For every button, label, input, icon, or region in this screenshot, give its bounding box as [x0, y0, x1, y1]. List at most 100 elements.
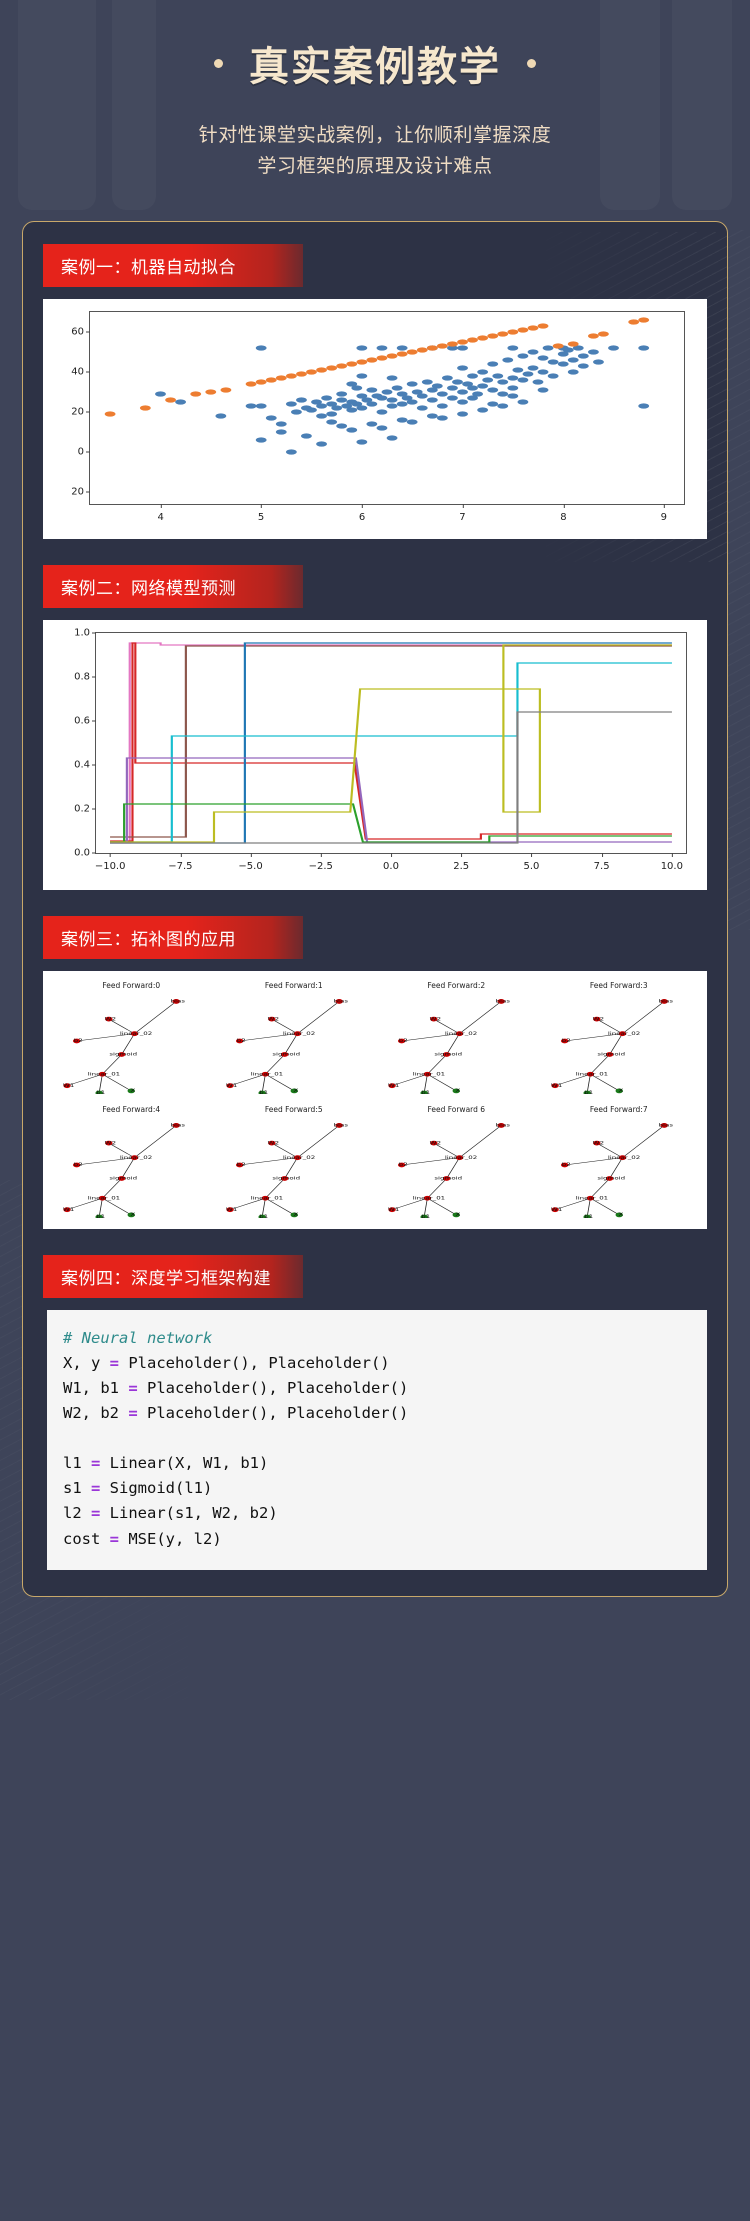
svg-text:b1: b1: [421, 1214, 430, 1218]
svg-text:X: X: [293, 1088, 298, 1093]
line-chart-figure: 1.0 0.8 0.6 0.4 0.2 0.0 −10.0 −7.5 −5.0 …: [43, 619, 707, 890]
svg-text:W2: W2: [592, 1140, 604, 1145]
x-tick: 7.5: [593, 852, 610, 872]
svg-text:sigmoid: sigmoid: [272, 1176, 300, 1181]
svg-text:b1: b1: [584, 1214, 593, 1218]
case-block-1: 案例一：机器自动拟合 60 40 20 0 20 4 5 6 7 8 9: [43, 243, 707, 539]
svg-text:W2: W2: [592, 1016, 604, 1021]
topology-panel: Feed Forward:0 bias W2 linear_02 b2 sigmoid li…: [51, 977, 212, 1099]
topology-panel-title: Feed Forward:2: [427, 980, 486, 990]
svg-text:X: X: [293, 1212, 298, 1217]
case-block-4: 案例四：深度学习框架构建 # Neural network X, y = Pla…: [43, 1254, 707, 1570]
y-tick: 0.8: [74, 671, 96, 683]
subtitle-line-1: 针对性课堂实战案例，让你顺利掌握深度: [198, 125, 552, 146]
left-dot-icon: [214, 58, 223, 68]
svg-text:linear_02: linear_02: [282, 1155, 315, 1160]
topology-graph: bias W2 linear_02 b2 sigmoid linear_01 W1 b1 X: [63, 1123, 185, 1218]
svg-text:b1: b1: [259, 1214, 268, 1218]
line-plot-area: 1.0 0.8 0.6 0.4 0.2 0.0 −10.0 −7.5 −5.0 …: [74, 627, 687, 872]
y-tick: 1.0: [74, 627, 96, 639]
svg-text:linear_01: linear_01: [88, 1071, 121, 1076]
svg-text:bias: bias: [333, 1123, 347, 1128]
topology-figure: Feed Forward:0 bias W2 linear_02 b2 sigmoid li…: [43, 970, 707, 1229]
svg-text:b2: b2: [561, 1038, 570, 1043]
svg-text:b1: b1: [96, 1090, 105, 1094]
subtitle-line-2: 学习框架的原理及设计难点: [257, 156, 493, 178]
x-tick: 5: [257, 503, 265, 523]
svg-text:b1: b1: [96, 1214, 105, 1218]
svg-text:linear_01: linear_01: [88, 1195, 121, 1200]
svg-text:linear_01: linear_01: [413, 1071, 446, 1076]
svg-text:W1: W1: [388, 1207, 400, 1212]
svg-text:b1: b1: [584, 1090, 593, 1094]
y-tick: 0.4: [74, 759, 96, 771]
svg-text:sigmoid: sigmoid: [272, 1052, 300, 1057]
svg-text:sigmoid: sigmoid: [597, 1176, 625, 1181]
svg-text:sigmoid: sigmoid: [434, 1176, 462, 1181]
title-row: 真实案例教学: [0, 34, 750, 92]
svg-text:bias: bias: [496, 1123, 510, 1128]
svg-text:sigmoid: sigmoid: [434, 1052, 462, 1057]
svg-text:b2: b2: [74, 1038, 83, 1043]
svg-text:X: X: [618, 1088, 623, 1093]
svg-text:X: X: [130, 1088, 135, 1093]
svg-text:linear_01: linear_01: [575, 1195, 608, 1200]
y-tick: 40: [71, 366, 90, 378]
svg-text:bias: bias: [171, 1123, 185, 1128]
topology-panel-title: Feed Forward:5: [264, 1104, 323, 1114]
y-tick: 0: [77, 446, 91, 458]
svg-text:linear_01: linear_01: [250, 1071, 283, 1076]
y-tick: 20: [71, 486, 90, 498]
svg-text:W1: W1: [225, 1083, 237, 1088]
svg-text:linear_02: linear_02: [282, 1031, 315, 1036]
x-tick: 6: [358, 503, 366, 523]
case-label-4: 案例四：深度学习框架构建: [43, 1254, 303, 1298]
x-tick: −7.5: [168, 852, 193, 872]
x-tick: 2.5: [453, 852, 470, 872]
svg-text:X: X: [618, 1212, 623, 1217]
svg-text:bias: bias: [171, 999, 185, 1004]
x-tick: 4: [157, 503, 164, 523]
topology-panel-title: Feed Forward:1: [264, 980, 323, 990]
case-label-2: 案例二：网络模型预测: [43, 564, 303, 608]
svg-text:W1: W1: [388, 1083, 400, 1088]
svg-text:W2: W2: [267, 1016, 279, 1021]
topology-graph: bias W2 linear_02 b2 sigmoid linear_01 W1 b1 X: [388, 1123, 510, 1218]
case-label-3: 案例三：拓补图的应用: [43, 915, 303, 959]
svg-text:b2: b2: [74, 1162, 83, 1167]
svg-text:W2: W2: [267, 1140, 279, 1145]
svg-text:linear_02: linear_02: [120, 1031, 153, 1036]
svg-text:b1: b1: [259, 1090, 268, 1094]
x-tick: 0.0: [383, 852, 399, 872]
x-tick: 9: [660, 503, 667, 523]
svg-text:sigmoid: sigmoid: [109, 1176, 137, 1181]
y-tick: 0.6: [74, 715, 96, 727]
svg-text:W2: W2: [430, 1140, 442, 1145]
svg-text:b2: b2: [236, 1038, 245, 1043]
y-tick: 60: [71, 326, 90, 338]
svg-text:sigmoid: sigmoid: [597, 1052, 625, 1057]
svg-text:linear_01: linear_01: [575, 1071, 608, 1076]
page-header: 真实案例教学 针对性课堂实战案例，让你顺利掌握深度 学习框架的原理及设计难点: [0, 0, 750, 183]
page-subtitle: 针对性课堂实战案例，让你顺利掌握深度 学习框架的原理及设计难点: [0, 120, 750, 183]
y-tick: 0.0: [74, 847, 96, 859]
cases-card: 案例一：机器自动拟合 60 40 20 0 20 4 5 6 7 8 9: [22, 220, 728, 1597]
topology-panel: Feed Forward 6 bias W2 linear_02 b2 sigmoid li…: [376, 1101, 537, 1223]
right-dot-icon: [527, 58, 536, 68]
svg-text:W2: W2: [430, 1016, 442, 1021]
x-tick: −10.0: [94, 852, 126, 872]
svg-text:X: X: [455, 1088, 460, 1093]
svg-text:linear_01: linear_01: [250, 1195, 283, 1200]
topology-panel: Feed Forward:1 bias W2 linear_02 b2 sigmoid li…: [214, 977, 375, 1099]
svg-text:linear_02: linear_02: [607, 1031, 640, 1036]
topology-panel: Feed Forward:7 bias W2 linear_02 b2 sigmoid li…: [539, 1101, 700, 1223]
svg-text:b1: b1: [421, 1090, 430, 1094]
svg-text:W2: W2: [105, 1016, 117, 1021]
svg-text:sigmoid: sigmoid: [109, 1052, 137, 1057]
svg-text:bias: bias: [658, 1123, 672, 1128]
svg-text:W2: W2: [105, 1140, 117, 1145]
svg-text:W1: W1: [225, 1207, 237, 1212]
page-title: 真实案例教学: [249, 44, 501, 90]
svg-text:linear_01: linear_01: [413, 1195, 446, 1200]
code-block: # Neural network X, y = Placeholder(), P…: [43, 1309, 707, 1570]
